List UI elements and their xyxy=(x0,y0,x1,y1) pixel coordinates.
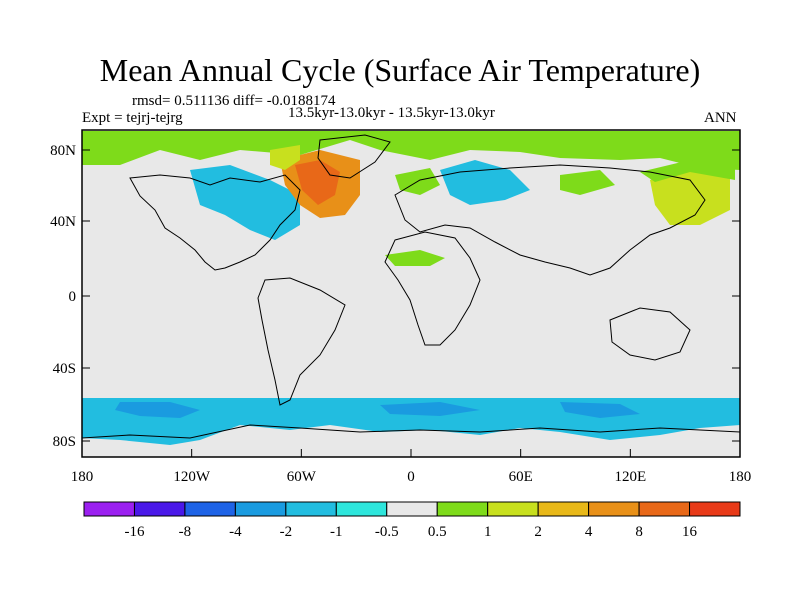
colorbar-label: 8 xyxy=(635,524,643,540)
colorbar-swatch xyxy=(386,501,438,517)
colorbar-swatch xyxy=(184,501,236,517)
lat-label: 0 xyxy=(69,289,77,305)
colorbar: -16 -8 -4 -2 -1 -0.5 0.5 1 2 4 8 16 xyxy=(83,501,741,540)
arctic-band xyxy=(82,131,740,170)
lon-label: 180 xyxy=(729,469,752,485)
south-america-coast xyxy=(257,277,346,406)
coastlines xyxy=(81,134,741,439)
antarctica-coast xyxy=(81,424,741,439)
colorbar-label: -1 xyxy=(330,524,343,540)
page-title: Mean Annual Cycle (Surface Air Temperatu… xyxy=(99,52,701,88)
colorbar-label: 1 xyxy=(484,524,492,540)
colorbar-label: 16 xyxy=(682,524,698,540)
colorbar-swatch xyxy=(436,501,489,517)
colorbar-label: -2 xyxy=(280,524,293,540)
colorbar-label: -4 xyxy=(229,524,242,540)
colorbar-swatch xyxy=(335,501,388,517)
colorbar-swatch xyxy=(638,501,691,517)
lat-label: 80S xyxy=(53,434,76,450)
lat-label: 40S xyxy=(53,361,76,377)
siberia-cool xyxy=(440,160,530,205)
colorbar-label: -8 xyxy=(179,524,192,540)
north-america-cool xyxy=(190,165,300,240)
stats-line: rmsd= 0.511136 diff= -0.0188174 xyxy=(132,93,336,109)
africa-coast xyxy=(384,231,481,346)
lat-label: 80N xyxy=(50,143,76,159)
colorbar-swatch xyxy=(689,501,741,517)
colorbar-label: 2 xyxy=(534,524,542,540)
colorbar-swatch xyxy=(234,501,287,517)
colorbar-swatch xyxy=(487,501,539,517)
axis-ticks xyxy=(81,149,741,457)
colorbar-label: 0.5 xyxy=(428,524,447,540)
greenland-coast xyxy=(317,134,391,179)
lon-label: 120W xyxy=(173,469,211,485)
southern-ocean-core xyxy=(115,402,640,418)
lon-label: 60E xyxy=(509,469,533,485)
colorbar-swatch xyxy=(537,501,590,517)
lon-label: 120E xyxy=(614,469,646,485)
colorbar-label: 4 xyxy=(585,524,593,540)
colorbar-label: -0.5 xyxy=(375,524,399,540)
north-america-coast xyxy=(129,174,301,271)
pacific-warm xyxy=(650,165,730,225)
eurasia-coast xyxy=(394,164,706,276)
lat-label: 40N xyxy=(50,214,76,230)
season-label: ANN xyxy=(704,110,737,126)
lon-label: 60W xyxy=(287,469,317,485)
lon-label: 0 xyxy=(407,469,415,485)
colorbar-swatch xyxy=(285,501,337,517)
colorbar-swatch xyxy=(133,501,186,517)
axis-labels: 80N 40N 0 40S 80S 180 120W 60W 0 60E 120E 180 xyxy=(50,143,751,485)
colorbar-swatch xyxy=(588,501,640,517)
lon-label: 180 xyxy=(71,469,94,485)
sahara-green xyxy=(385,250,445,266)
asia-green xyxy=(560,170,615,195)
atlantic-yellow xyxy=(270,145,300,170)
pacific-green-edge xyxy=(640,160,735,182)
experiment-line: Expt = tejrj-tejrg xyxy=(82,110,183,126)
colorbar-label: -16 xyxy=(124,524,144,540)
subtitle: 13.5kyr-13.0kyr - 13.5kyr-13.0kyr xyxy=(288,105,495,121)
australia-coast xyxy=(609,307,691,361)
north-atlantic-core xyxy=(295,160,340,205)
colorbar-swatch xyxy=(83,501,135,517)
